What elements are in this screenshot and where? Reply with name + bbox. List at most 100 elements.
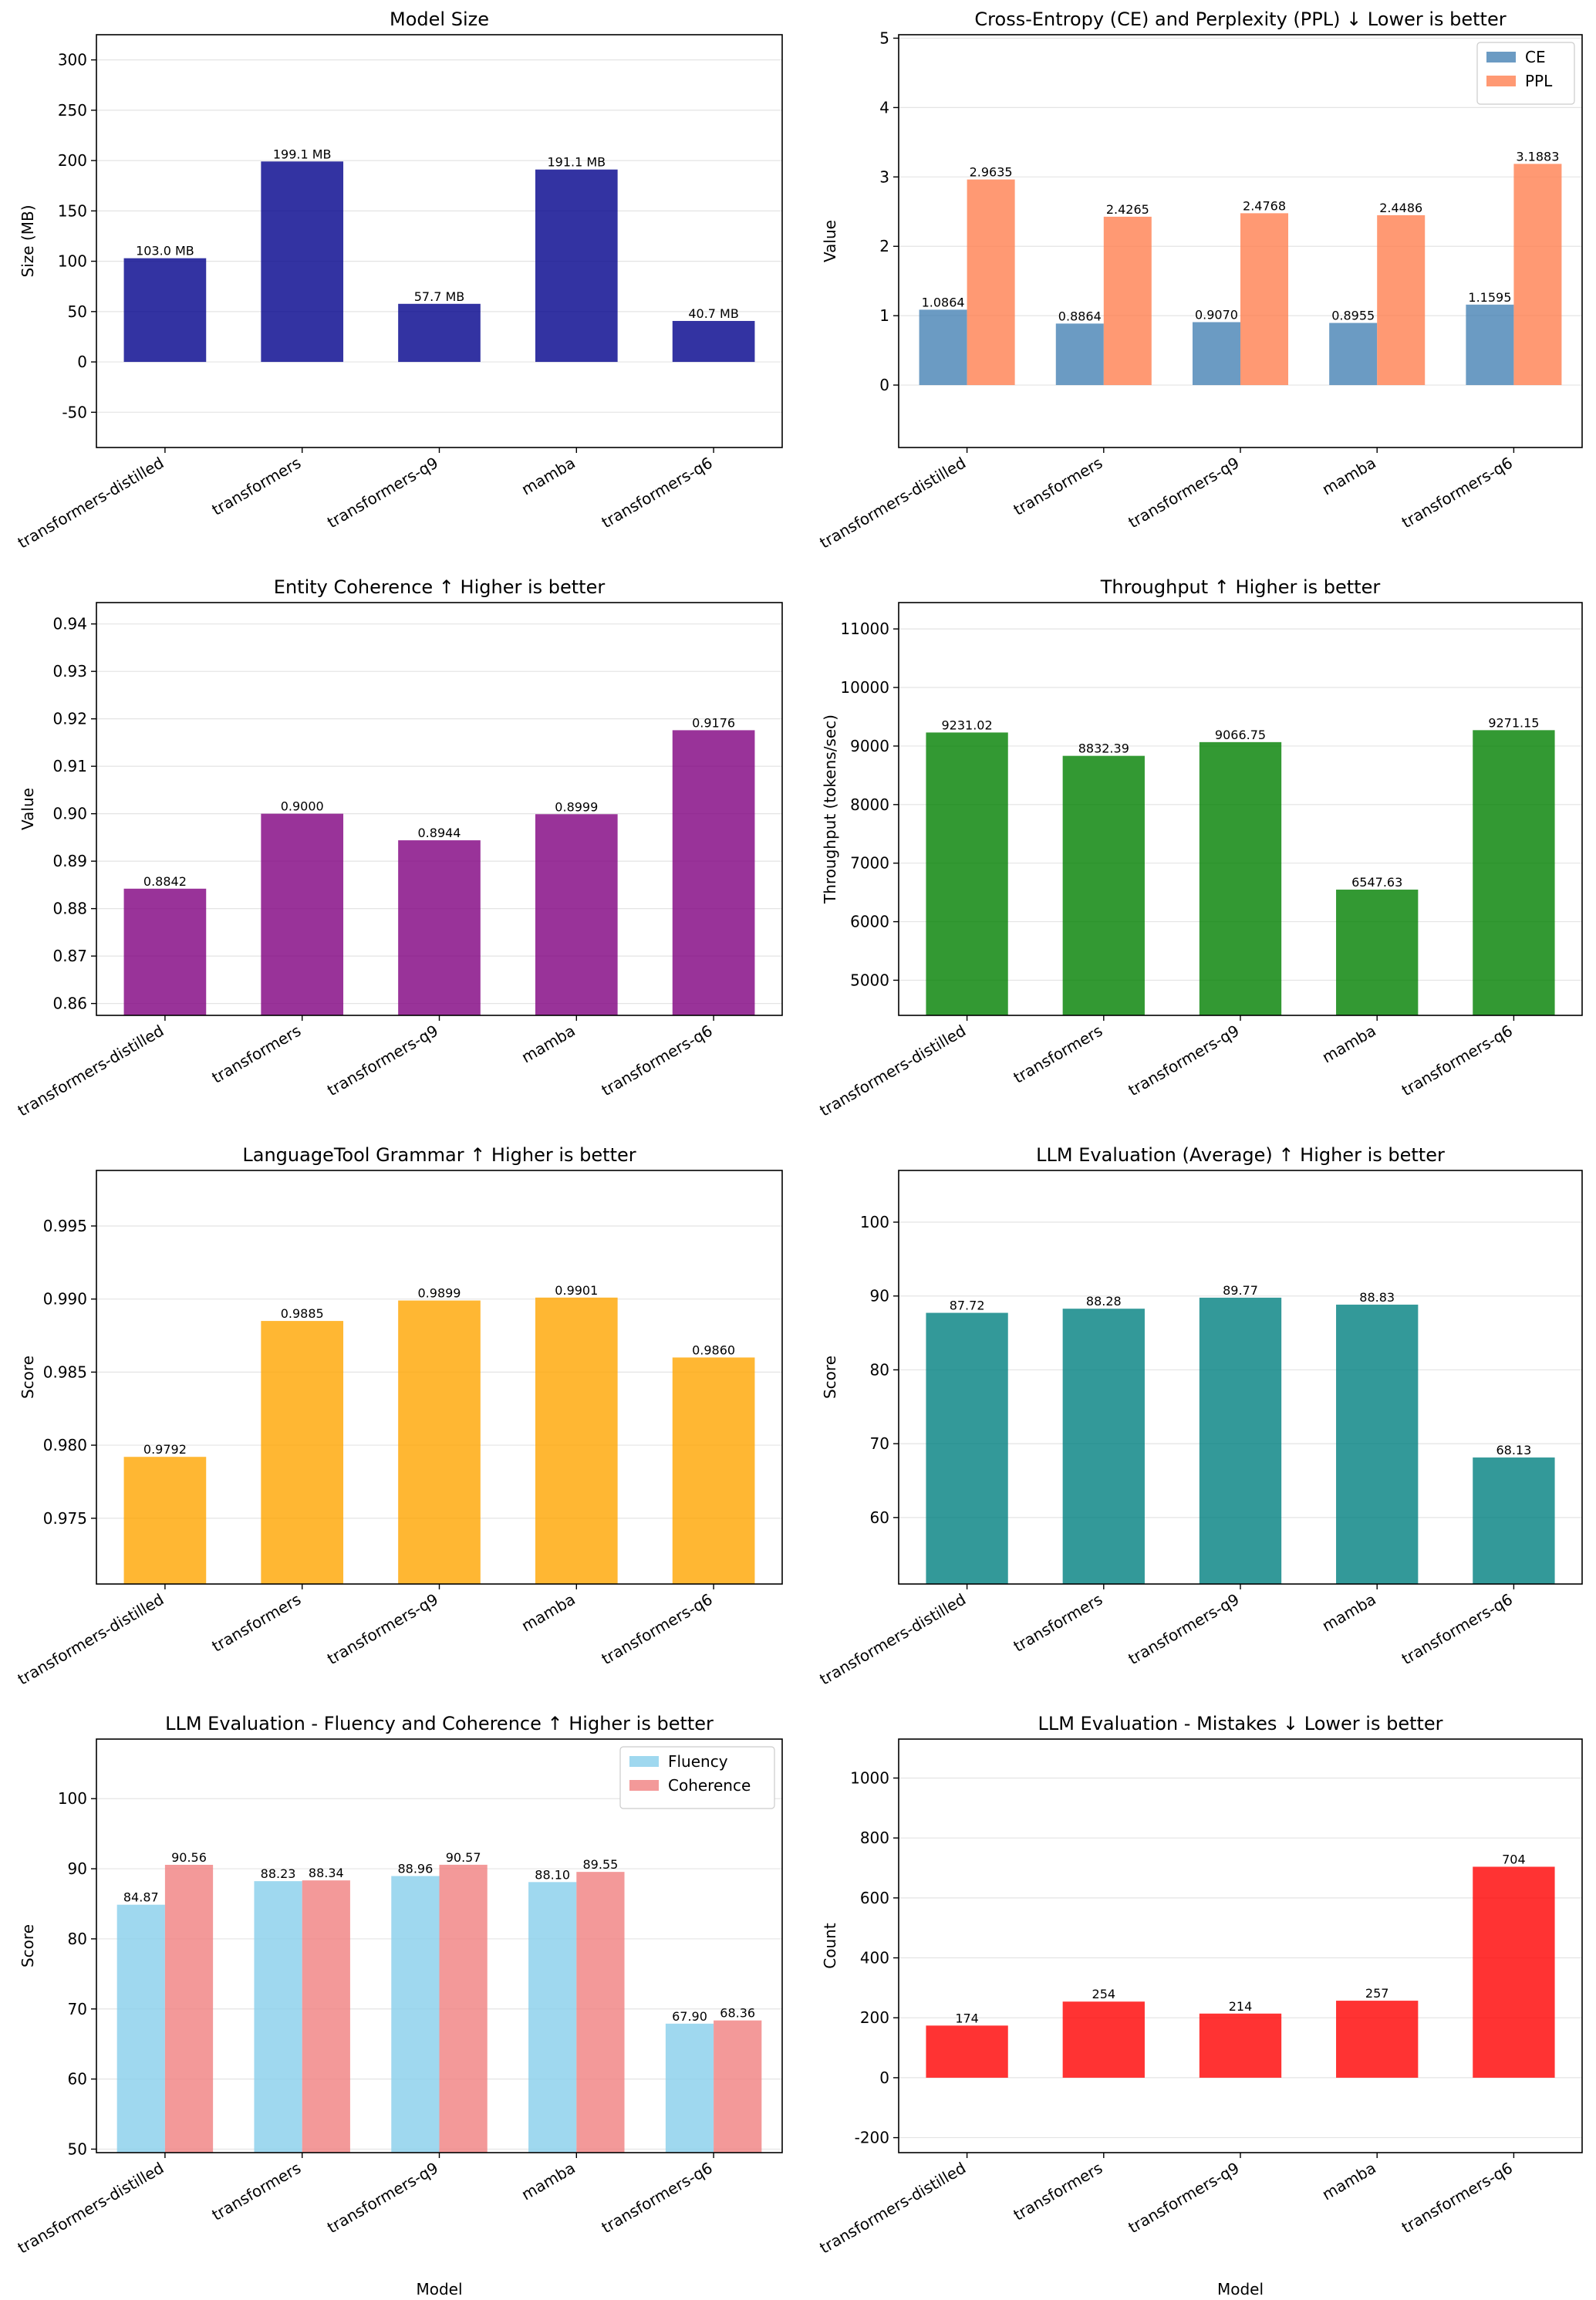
bar-size-mb-transformers-q9 [398, 303, 481, 363]
legend-label-coherence: Coherence [668, 1776, 751, 1795]
y-tick-label: 90 [870, 1287, 889, 1305]
chart-title: Model Size [390, 8, 489, 30]
legend-swatch-coherence [629, 1780, 659, 1791]
data-label: 254 [1092, 1987, 1116, 2001]
bar-mistakes-transformers [1062, 2001, 1145, 2078]
bar-fluency-transformers [254, 1881, 302, 2153]
x-tick-label: transformers [1011, 1022, 1106, 1087]
data-label: 6547.63 [1351, 875, 1402, 890]
data-label: 0.8842 [143, 874, 187, 889]
chart-ce-ppl: Cross-Entropy (CE) and Perplexity (PPL) … [816, 8, 1583, 552]
y-axis-label: Score [19, 1924, 37, 1967]
y-axis-label: Size (MB) [19, 205, 37, 278]
y-tick-label: 0 [879, 2069, 889, 2087]
legend-swatch-fluency [629, 1756, 659, 1767]
axes-frame [96, 34, 783, 448]
x-tick-label: transformers-distilled [15, 1590, 167, 1689]
data-label: 2.4768 [1243, 198, 1286, 213]
y-tick-label: 50 [68, 2140, 87, 2158]
data-label: 0.9860 [692, 1343, 735, 1357]
y-tick-label: 150 [58, 201, 87, 220]
bar-grammar-transformers-distilled [123, 1457, 207, 1584]
data-label: 90.57 [446, 1850, 481, 1865]
data-label: 57.7 MB [414, 289, 465, 304]
y-tick-label: 800 [860, 1829, 889, 1847]
bar-fluency-transformers-q9 [391, 1876, 440, 2153]
bar-grammar-mamba [535, 1297, 618, 1584]
data-label: 68.13 [1496, 1443, 1531, 1457]
x-tick-label: transformers-q6 [599, 454, 716, 532]
data-label: 2.4265 [1106, 202, 1149, 217]
data-label: 40.7 MB [688, 306, 739, 321]
y-tick-label: 2 [879, 237, 889, 255]
bar-ppl-transformers-q6 [1513, 164, 1562, 386]
y-tick-label: 0.92 [52, 710, 87, 728]
bar-entity-coherence-transformers-q6 [672, 730, 755, 1015]
data-label: 88.34 [309, 1866, 344, 1880]
x-tick-label: transformers-q9 [1125, 2159, 1243, 2238]
data-label: 89.77 [1223, 1283, 1258, 1298]
x-tick-label: mamba [1319, 2159, 1379, 2204]
bar-grammar-transformers-q6 [672, 1357, 755, 1584]
x-tick-label: transformers [208, 2159, 304, 2224]
bar-throughput-transformers-q6 [1473, 730, 1555, 1015]
legend: CE PPL [1476, 42, 1575, 105]
bar-size-mb-transformers [261, 161, 344, 363]
x-tick-label: transformers-q6 [599, 2159, 716, 2238]
data-label: 1.0864 [922, 295, 965, 309]
y-tick-label: 0.91 [52, 757, 87, 775]
y-tick-label: 0.980 [43, 1436, 87, 1454]
y-tick-label: 0.995 [43, 1217, 87, 1235]
x-tick-label: transformers-q9 [324, 1022, 441, 1100]
data-label: 0.9792 [143, 1442, 187, 1457]
y-tick-label: 250 [58, 101, 87, 120]
data-label: 3.1883 [1516, 149, 1559, 164]
chart-title: Cross-Entropy (CE) and Perplexity (PPL) … [974, 8, 1506, 30]
axes-frame [898, 1170, 1583, 1585]
x-tick-label: transformers [1011, 1590, 1106, 1656]
x-tick-label: transformers [208, 1022, 304, 1087]
data-label: 88.10 [535, 1867, 570, 1882]
axes-frame [898, 1738, 1583, 2153]
bar-grammar-transformers [261, 1321, 344, 1584]
data-label: 199.1 MB [273, 147, 332, 161]
x-tick-label: transformers-distilled [816, 1590, 969, 1689]
y-tick-label: 10000 [840, 678, 889, 697]
x-tick-label: transformers-q9 [1125, 454, 1243, 532]
y-tick-label: 90 [68, 1859, 87, 1878]
data-label: 88.28 [1086, 1294, 1122, 1309]
data-label: 0.8955 [1331, 309, 1375, 323]
y-tick-label: 9000 [850, 737, 889, 755]
x-tick-label: transformers [208, 454, 304, 519]
x-tick-label: transformers-q6 [599, 1590, 716, 1669]
chart-entity-coherence: Entity Coherence ↑ Higher is better 0.86 0… [15, 576, 783, 1120]
y-tick-label: 8000 [850, 795, 889, 814]
axes-frame [96, 1738, 783, 2153]
y-tick-label: 1 [879, 306, 889, 325]
data-label: 2.4486 [1379, 201, 1422, 215]
bar-entity-coherence-transformers [261, 813, 344, 1015]
bar-fluency-transformers-distilled [116, 1904, 165, 2153]
bar-coherence-transformers-q6 [714, 2020, 762, 2153]
data-label: 9231.02 [942, 718, 993, 732]
y-axis-label: Throughput (tokens/sec) [821, 714, 839, 904]
y-tick-label: 0.94 [52, 615, 87, 633]
bar-average-transformers-q6 [1473, 1457, 1555, 1584]
data-label: 174 [955, 2011, 979, 2025]
y-tick-label: 300 [58, 51, 87, 69]
data-label: 88.96 [397, 1862, 433, 1876]
x-tick-label: mamba [1319, 1022, 1379, 1067]
axes-frame [898, 34, 1583, 448]
bar-average-mamba [1336, 1304, 1419, 1584]
chart-grammar: LanguageTool Grammar ↑ Higher is better 0… [15, 1144, 783, 1689]
x-tick-label: transformers-q9 [324, 1590, 441, 1669]
chart-title: LanguageTool Grammar ↑ Higher is better [242, 1144, 636, 1166]
data-label: 87.72 [950, 1299, 985, 1313]
chart-title: LLM Evaluation - Fluency and Coherence ↑… [165, 1713, 714, 1734]
y-axis-label: Count [821, 1923, 839, 1969]
bar-ce-transformers-q9 [1192, 322, 1240, 386]
data-label: 0.9885 [281, 1306, 324, 1321]
data-label: 704 [1502, 1852, 1526, 1866]
y-tick-label: 11000 [840, 620, 889, 638]
x-tick-label: transformers-q6 [1399, 1022, 1516, 1100]
